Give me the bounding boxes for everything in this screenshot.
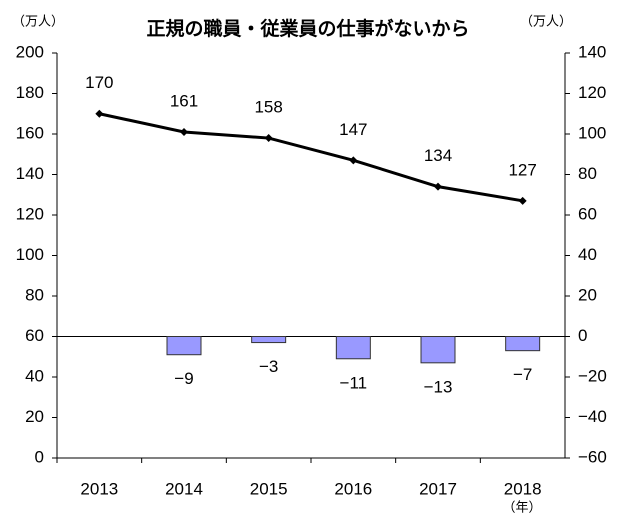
y-tick-label: 100	[16, 245, 44, 264]
x-tick-label: 2013	[80, 479, 118, 498]
line-marker	[349, 156, 358, 165]
x-tick-label: 2015	[250, 479, 288, 498]
y2-tick-label: −40	[578, 407, 607, 426]
x-tick-label: 2014	[165, 479, 203, 498]
line-marker	[95, 109, 104, 118]
y2-tick-label: 0	[578, 326, 587, 345]
y-tick-label: 60	[25, 326, 44, 345]
line-marker	[434, 182, 442, 191]
line-marker	[180, 127, 188, 136]
line-value-label: 127	[508, 160, 536, 179]
line-value-label: 147	[339, 120, 367, 139]
bar-value-label: −11	[340, 373, 368, 392]
x-tick-label: 2016	[334, 479, 372, 498]
x-unit: （年）	[502, 499, 541, 514]
line-marker	[264, 134, 273, 143]
y2-tick-label: −20	[578, 366, 607, 385]
x-tick-label: 2018	[504, 479, 542, 498]
y-tick-label: 180	[16, 83, 44, 102]
y2-tick-label: −60	[578, 447, 607, 466]
bar	[166, 336, 202, 356]
bar-value-label: −7	[513, 365, 532, 384]
y-unit: （万人）	[12, 13, 64, 28]
y-tick-label: 20	[25, 407, 44, 426]
y2-tick-label: 20	[578, 285, 597, 304]
bar-value-label: −13	[424, 377, 453, 396]
line-value-label: 134	[424, 146, 452, 165]
y-tick-label: 200	[16, 42, 44, 61]
bar	[335, 336, 371, 360]
bar	[251, 336, 287, 344]
y2-tick-label: 120	[578, 83, 606, 102]
y-tick-label: 120	[16, 204, 44, 223]
y2-tick-label: 80	[578, 164, 597, 183]
y-tick-label: 0	[35, 447, 44, 466]
y-tick-label: 140	[16, 164, 44, 183]
y2-tick-label: 100	[578, 123, 606, 142]
y-tick-label: 160	[16, 123, 44, 142]
line-value-label: 170	[85, 73, 113, 92]
y-tick-label: 80	[25, 285, 44, 304]
line	[99, 112, 523, 203]
y2-tick-label: 60	[578, 204, 597, 223]
y2-unit: （万人）	[520, 13, 572, 28]
bar	[420, 336, 456, 364]
x-tick-label: 2017	[419, 479, 457, 498]
line-value-label: 161	[170, 91, 198, 110]
chart-title: 正規の職員・従業員の仕事がないから	[146, 17, 469, 40]
y2-tick-label: 40	[578, 245, 597, 264]
bar	[505, 336, 541, 352]
bar-value-label: −3	[259, 357, 278, 376]
line-value-label: 158	[254, 98, 282, 117]
y2-tick-label: 140	[578, 42, 606, 61]
y-tick-label: 40	[25, 366, 44, 385]
line-marker	[518, 196, 527, 205]
bar-value-label: −9	[174, 369, 193, 388]
